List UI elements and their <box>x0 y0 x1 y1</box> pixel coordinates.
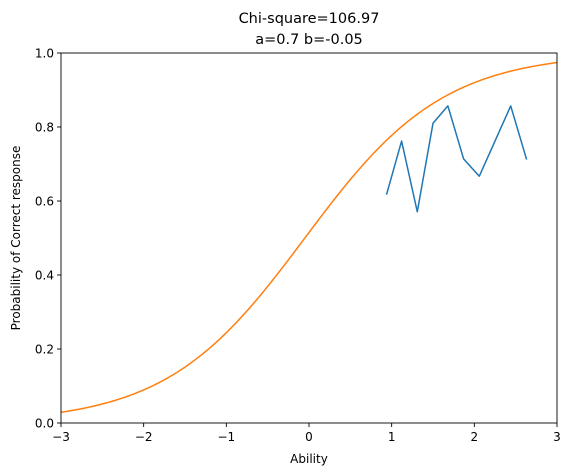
x-tick-label: −1 <box>217 430 235 444</box>
chart-title-line-1: Chi-square=106.97 <box>239 11 380 27</box>
y-tick-label: 0.8 <box>35 121 54 135</box>
x-tick-label: 1 <box>388 430 396 444</box>
x-tick-label: −3 <box>52 430 70 444</box>
x-tick-label: 3 <box>553 430 561 444</box>
x-tick-label: 2 <box>471 430 479 444</box>
y-tick-label: 0.4 <box>35 269 54 283</box>
axes-frame <box>60 52 558 424</box>
axes <box>60 52 558 424</box>
y-tick-label: 0.0 <box>35 417 54 431</box>
y-axis-label: Probability of Correct response <box>9 146 23 331</box>
x-tick-label: −2 <box>135 430 153 444</box>
x-tick-label: 0 <box>305 430 313 444</box>
series-line-logistic-curve <box>61 61 557 414</box>
y-tick-label: 0.2 <box>35 343 54 357</box>
chart-title: Chi-square=106.97 a=0.7 b=-0.05 <box>239 11 380 48</box>
x-axis-label: Ability <box>290 452 328 466</box>
ticks: −3 −2 −1 0 1 2 3 0.0 0.2 0.4 0.6 0.8 1.0 <box>35 47 561 445</box>
series-line-observed <box>385 105 528 213</box>
chart-title-line-2: a=0.7 b=-0.05 <box>255 32 363 48</box>
y-tick-label: 0.6 <box>35 195 54 209</box>
plot-area <box>61 61 557 414</box>
y-tick-label: 1.0 <box>35 47 54 61</box>
